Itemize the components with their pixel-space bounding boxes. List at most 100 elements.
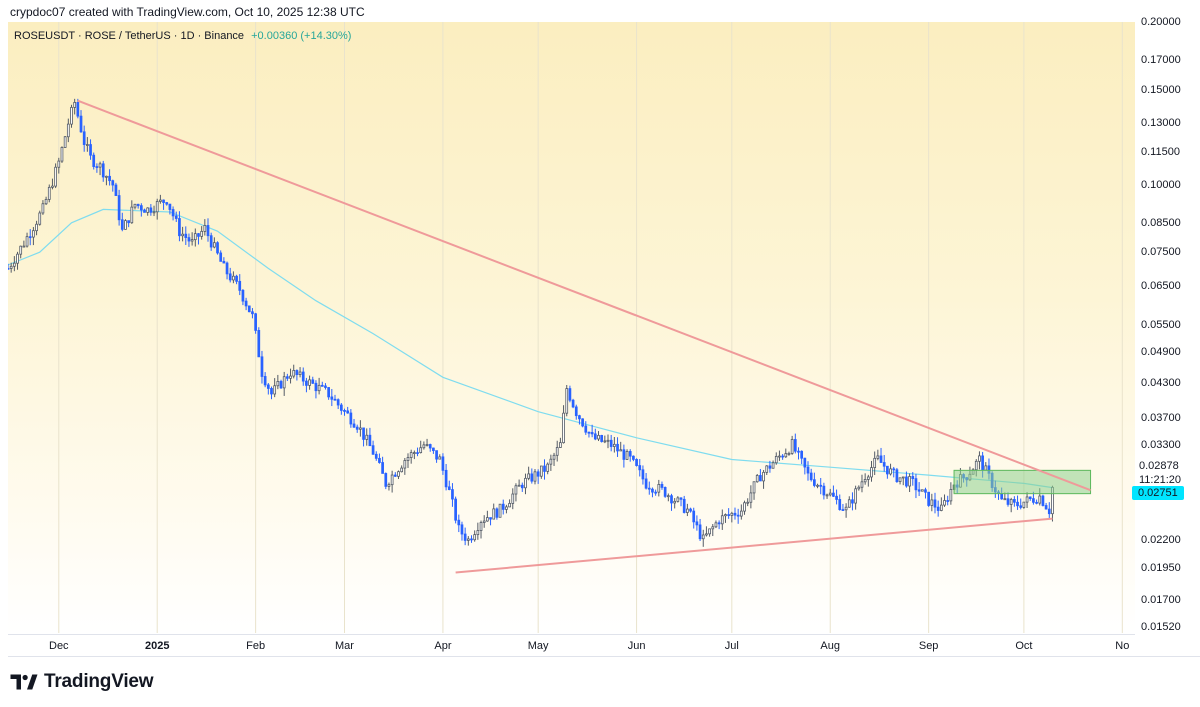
candle-body — [286, 376, 289, 379]
candle-body — [717, 522, 721, 525]
candle-body — [797, 450, 800, 453]
time-axis[interactable]: Dec 2025 Feb Mar Apr May Jun Jul Aug Sep Oct No — [8, 634, 1135, 657]
candle-body — [38, 212, 42, 225]
candle-body — [946, 500, 950, 502]
candle-body — [822, 485, 826, 496]
candle-body — [51, 185, 54, 188]
candle-body — [187, 237, 191, 242]
candle-body — [813, 479, 816, 486]
candle-body — [174, 215, 178, 219]
chart-svg[interactable] — [8, 22, 1135, 633]
candle-body — [981, 455, 984, 471]
price-tick-label: 0.13000 — [1141, 117, 1181, 130]
candle-body — [47, 186, 51, 200]
candle-body — [35, 223, 38, 232]
candle-body — [901, 476, 905, 479]
candle-body — [1044, 505, 1048, 510]
candle-body — [692, 510, 696, 523]
footer-divider — [8, 656, 1200, 657]
candle-body — [809, 472, 813, 481]
brand[interactable]: TradingView — [10, 671, 154, 693]
candle-body — [476, 530, 480, 536]
candle-body — [276, 381, 280, 387]
time-tick-label: Jul — [724, 640, 739, 652]
candle-body — [835, 495, 838, 500]
candle-body — [689, 508, 692, 512]
candle-body — [854, 488, 857, 504]
candle-body — [428, 444, 432, 449]
candle-body — [378, 457, 381, 463]
candle-body — [733, 512, 737, 516]
candle-body — [1028, 496, 1032, 500]
candle-body — [914, 478, 918, 491]
candle-body — [492, 508, 496, 520]
candle-body — [171, 209, 175, 217]
ascending-trendline — [455, 517, 1053, 574]
candle-body — [654, 491, 657, 494]
candle-body — [898, 477, 902, 483]
candle-body — [400, 467, 404, 473]
candle-body — [16, 253, 19, 264]
candle-body — [793, 439, 797, 452]
candle-body — [444, 469, 448, 488]
price-tick-label: 0.01520 — [1141, 620, 1181, 633]
candle-body — [343, 410, 346, 412]
candle-body — [701, 534, 705, 540]
candle-body — [1041, 495, 1045, 506]
candle-body — [920, 489, 924, 492]
candle-body — [28, 236, 32, 239]
candle-body — [870, 467, 873, 478]
candle-body — [635, 459, 638, 466]
chart-plot-area[interactable] — [8, 22, 1135, 633]
candle-body — [127, 220, 130, 224]
candle-body — [219, 252, 223, 262]
candle-body — [895, 469, 899, 483]
candle-body — [257, 330, 261, 358]
candle-body — [1025, 496, 1029, 503]
candle-body — [54, 166, 57, 187]
symbol-legend: ROSEUSDT · ROSE / TetherUS · 1D · Binanc… — [14, 30, 351, 42]
candle-body — [1000, 493, 1004, 500]
candle-body — [317, 384, 321, 392]
candle-body — [266, 384, 270, 389]
candle-body — [263, 376, 267, 386]
candle-body — [225, 262, 229, 275]
candle-body — [413, 452, 416, 454]
candle-body — [682, 498, 686, 513]
candle-body — [260, 356, 264, 377]
candle-body — [270, 388, 273, 395]
tradingview-logo-icon — [10, 674, 38, 690]
candle-body — [568, 388, 572, 401]
candle-body — [101, 163, 105, 178]
time-tick-label: Aug — [820, 640, 841, 652]
time-tick-label: Feb — [246, 640, 266, 652]
candle-body — [451, 489, 454, 500]
candle-body — [984, 465, 988, 471]
candle-body — [619, 449, 623, 452]
candle-body — [774, 455, 778, 464]
candle-body — [1003, 498, 1007, 501]
candle-body — [698, 524, 702, 540]
candle-body — [95, 166, 99, 168]
candle-body — [574, 406, 578, 417]
candle-body — [641, 469, 645, 480]
candle-body — [359, 427, 362, 430]
candle-body — [1032, 498, 1035, 503]
price-tick-label: 0.08500 — [1141, 216, 1181, 229]
candle-body — [435, 450, 438, 460]
candle-body — [108, 175, 111, 182]
candle-body — [816, 484, 819, 487]
candle-body — [638, 465, 642, 471]
time-tick-label: 2025 — [144, 640, 170, 652]
candle-body — [1009, 499, 1013, 505]
candle-body — [22, 245, 26, 248]
candle-body — [324, 385, 327, 388]
candle-body — [886, 465, 889, 475]
candle-body — [603, 440, 607, 443]
candle-body — [838, 499, 842, 510]
candle-body — [44, 199, 48, 205]
price-axis[interactable]: 0.20000 0.17000 0.15000 0.13000 0.11500 0.100… — [1135, 16, 1200, 633]
candle-body — [727, 514, 730, 516]
candle-body — [409, 452, 413, 458]
candle-body — [543, 465, 546, 472]
